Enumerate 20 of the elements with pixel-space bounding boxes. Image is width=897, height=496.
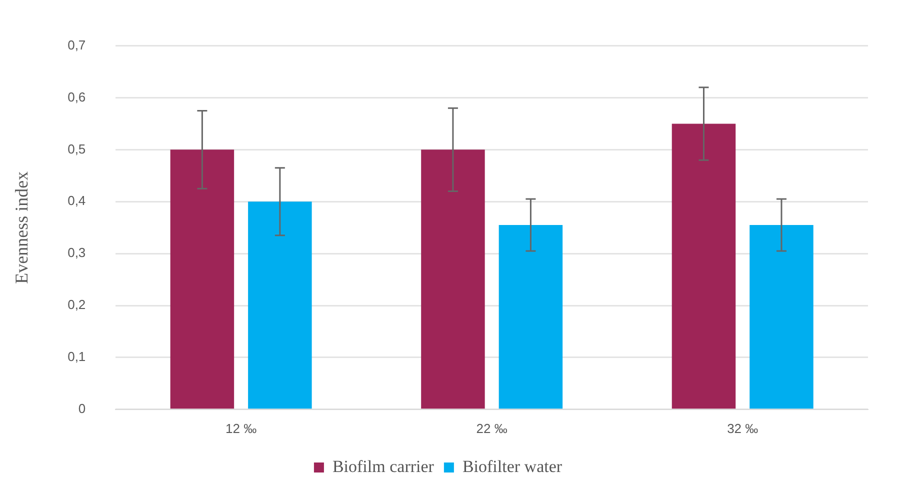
y-tick-label: 0,7 <box>68 37 86 52</box>
x-tick-label: 22 ‰ <box>476 420 508 436</box>
y-tick-label: 0 <box>78 400 86 416</box>
bar <box>248 202 312 409</box>
y-tick-label: 0,4 <box>68 193 86 208</box>
x-tick-label: 12 ‰ <box>226 420 257 436</box>
bar <box>750 225 814 409</box>
bar <box>421 150 485 409</box>
bar <box>672 124 736 409</box>
bar <box>170 150 234 409</box>
y-axis-title: Evenness index <box>12 171 32 284</box>
bar <box>498 225 563 409</box>
y-tick-label: 0,3 <box>68 245 86 260</box>
legend-label: Biofilm carrier <box>332 456 434 476</box>
y-tick-label: 0,2 <box>68 297 86 312</box>
y-tick-label: 0,6 <box>68 89 86 104</box>
y-tick-label: 0,5 <box>68 141 86 156</box>
y-tick-label: 0,1 <box>68 349 86 364</box>
legend-label: Biofilter water <box>462 456 562 476</box>
x-tick-label: 32 ‰ <box>727 420 758 436</box>
